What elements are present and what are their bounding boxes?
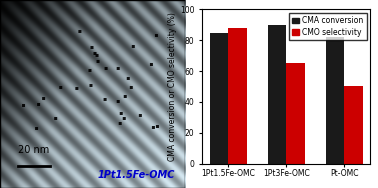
Bar (344, 86, 363, 164)
Bar (228, 28, 247, 164)
Bar (210, 33, 228, 164)
Bar (287, 63, 305, 164)
Legend: CMA conversion, CMO selectivity: CMA conversion, CMO selectivity (288, 13, 367, 40)
Text: 20 nm: 20 nm (18, 145, 49, 155)
Text: 1Pt1.5Fe-OMC: 1Pt1.5Fe-OMC (98, 170, 175, 180)
Bar (268, 25, 287, 164)
Bar (326, 37, 344, 164)
Y-axis label: CMA conversion or CMO selectivity (%): CMA conversion or CMO selectivity (%) (168, 12, 177, 161)
